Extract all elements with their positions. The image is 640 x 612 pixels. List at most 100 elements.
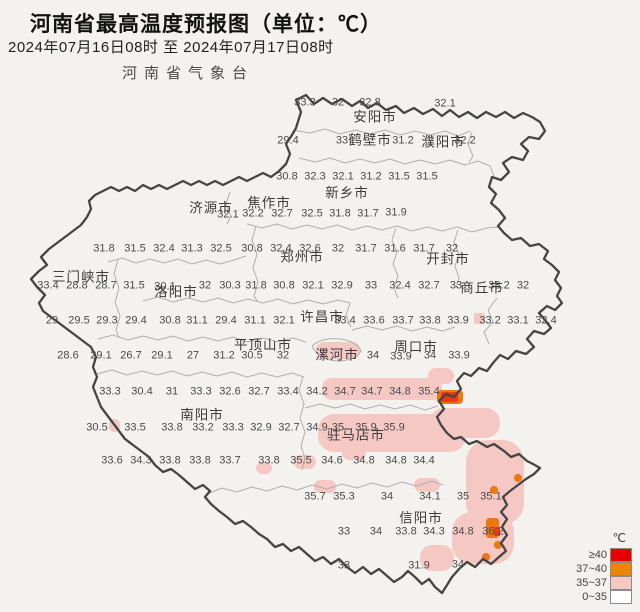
station-temperature: 32 — [445, 242, 459, 255]
station-temperature: 34.9 — [306, 421, 328, 434]
city-label: 三门峡市 — [52, 269, 110, 285]
station-temperature: 30.8 — [273, 279, 295, 292]
station-temperature: 29.5 — [68, 314, 90, 327]
station-temperature: 34.8 — [389, 385, 411, 398]
city-label: 漯河市 — [315, 347, 359, 363]
station-temperature: 32.1 — [434, 97, 456, 110]
legend-color-swatch — [610, 561, 632, 576]
station-temperature: 32.1 — [332, 170, 354, 183]
station-temperature: 32.7 — [248, 385, 270, 398]
station-temperature: 31.2 — [213, 349, 235, 362]
legend-range-label: 0~35 — [582, 590, 607, 603]
temperature-shaded-region — [314, 480, 336, 493]
station-temperature: 34.7 — [361, 385, 383, 398]
station-temperature: 33 — [449, 279, 463, 292]
city-label: 安阳市 — [353, 109, 397, 125]
station-temperature: 30.5 — [241, 349, 263, 362]
temperature-shaded-region — [466, 440, 524, 525]
city-label: 信阳市 — [399, 510, 443, 526]
station-temperature: 33.6 — [101, 454, 123, 467]
station-temperature: 34 — [423, 349, 437, 362]
agency-name: 河南省气象台 — [122, 65, 255, 82]
station-temperature: 32.7 — [278, 421, 300, 434]
temperature-shaded-region — [490, 486, 498, 494]
station-temperature: 32.4 — [270, 242, 292, 255]
legend-range-label: ≥40 — [588, 548, 607, 561]
station-temperature: 35.9 — [383, 421, 405, 434]
station-temperature: 33.7 — [392, 314, 414, 327]
station-temperature: 33.3 — [222, 421, 244, 434]
station-temperature: 34.6 — [321, 454, 343, 467]
station-temperature: 33.8 — [161, 421, 183, 434]
station-temperature: 32.3 — [304, 170, 326, 183]
station-temperature: 29.4 — [125, 314, 147, 327]
station-temperature: 33.9 — [447, 314, 469, 327]
station-temperature: 31.5 — [388, 170, 410, 183]
station-temperature: 36.2 — [482, 525, 504, 538]
station-temperature: 31.5 — [123, 279, 145, 292]
station-temperature: 33.1 — [507, 314, 529, 327]
station-temperature: 33.7 — [219, 454, 241, 467]
station-temperature: 29.3 — [96, 314, 118, 327]
station-temperature: 29.1 — [90, 349, 112, 362]
temperature-shaded-region — [482, 553, 490, 561]
station-temperature: 29.4 — [215, 314, 237, 327]
station-temperature: 35 — [456, 490, 470, 503]
station-temperature: 32.4 — [153, 242, 175, 255]
station-temperature: 29.4 — [277, 134, 299, 147]
station-temperature: 34.7 — [334, 385, 356, 398]
station-temperature: 34.8 — [353, 454, 375, 467]
city-label: 焦作市 — [247, 195, 291, 211]
province-boundary — [29, 93, 564, 595]
city-label: 洛阳市 — [154, 284, 198, 300]
legend-row: 0~35 — [576, 589, 632, 604]
station-temperature: 33.2 — [488, 279, 510, 292]
station-temperature: 30.4 — [131, 385, 153, 398]
station-temperature: 31.1 — [244, 314, 266, 327]
station-temperature: 33.8 — [419, 314, 441, 327]
station-temperature: 32.1 — [273, 314, 295, 327]
station-temperature: 31.5 — [124, 242, 146, 255]
station-temperature: 33.4 — [37, 279, 59, 292]
station-temperature: 26.7 — [120, 349, 142, 362]
station-temperature: 33.3 — [190, 385, 212, 398]
page-title: 河南省最高温度预报图（单位：℃） — [30, 13, 382, 36]
station-temperature: 34.3 — [423, 525, 445, 538]
temperature-shaded-region — [474, 313, 485, 324]
station-temperature: 31.8 — [329, 207, 351, 220]
city-label: 商丘市 — [460, 280, 504, 296]
station-temperature: 32 — [331, 242, 345, 255]
station-temperature: 27 — [186, 349, 200, 362]
temperature-shaded-region — [494, 527, 500, 536]
station-temperature: 32 — [276, 349, 290, 362]
temperature-shaded-region — [420, 545, 454, 571]
station-temperature: 34.2 — [306, 385, 328, 398]
station-temperature: 33.5 — [124, 421, 146, 434]
city-label: 鹤壁市 — [348, 132, 392, 148]
station-temperature: 32.9 — [331, 279, 353, 292]
station-temperature: 30.5 — [86, 421, 108, 434]
station-temperature: 35.3 — [333, 490, 355, 503]
temperature-legend: ℃ ≥40 37~40 35~37 0~35 — [576, 531, 632, 604]
city-label: 开封市 — [426, 251, 470, 267]
station-temperature: 29 — [45, 314, 59, 327]
station-temperature: 33.9 — [448, 349, 470, 362]
city-label: 南阳市 — [180, 407, 224, 423]
station-temperature: 30.1 — [154, 280, 176, 293]
station-temperature: 33.8 — [159, 454, 181, 467]
station-temperature: 32.6 — [299, 242, 321, 255]
legend-color-swatch — [610, 547, 632, 562]
station-temperature: 31.3 — [181, 242, 203, 255]
station-temperature: 32.7 — [271, 207, 293, 220]
temperature-shaded-region — [342, 446, 366, 460]
district-boundaries — [96, 128, 499, 495]
station-temperature: 32.9 — [250, 421, 272, 434]
station-temperature: 31.7 — [413, 242, 435, 255]
station-temperature: 31.1 — [186, 314, 208, 327]
station-temperature: 30.8 — [276, 170, 298, 183]
station-temperature: 33 — [335, 134, 349, 147]
station-temperature: 33.3 — [99, 385, 121, 398]
